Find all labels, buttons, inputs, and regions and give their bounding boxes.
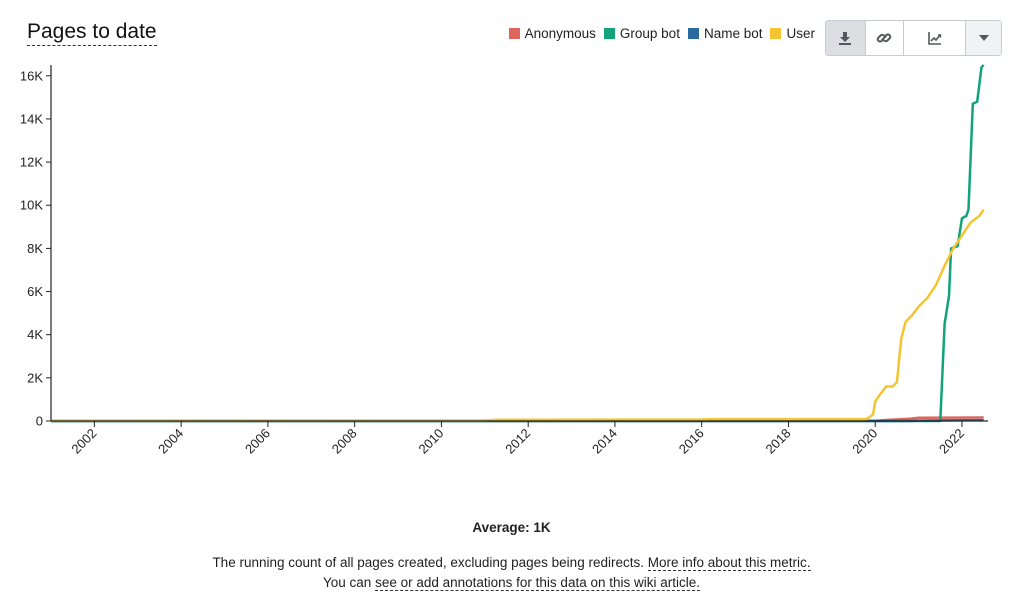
- download-button[interactable]: [826, 21, 866, 55]
- chevron-down-icon: [978, 35, 989, 41]
- legend-label-name-bot: Name bot: [703, 26, 763, 41]
- download-icon: [839, 32, 852, 45]
- series-layer: [50, 64, 985, 423]
- legend-swatch-name-bot: [687, 28, 699, 39]
- legend-label-user: User: [786, 26, 815, 41]
- x-tick-label: 2004: [155, 426, 186, 457]
- y-tick-label: 12K: [20, 155, 43, 170]
- average-value: Average: 1K: [472, 520, 551, 535]
- chart-type-button[interactable]: [904, 21, 967, 55]
- legend-item-anonymous[interactable]: Anonymous: [508, 26, 596, 41]
- legend-item-name-bot[interactable]: Name bot: [687, 26, 763, 41]
- x-tick-label: 2018: [763, 426, 794, 457]
- legend-item-user[interactable]: User: [770, 26, 815, 41]
- legend-item-group-bot[interactable]: Group bot: [603, 26, 680, 41]
- x-tick-label: 2008: [329, 426, 360, 457]
- y-tick-label: 16K: [20, 68, 43, 83]
- series-line-group-bot: [51, 64, 985, 423]
- chart-legend: Anonymous Group bot Name bot User: [508, 26, 815, 41]
- legend-label-group-bot: Group bot: [619, 26, 680, 41]
- x-tick-label: 2006: [242, 426, 273, 457]
- legend-label-anonymous: Anonymous: [524, 26, 596, 41]
- y-tick-label: 6K: [27, 284, 43, 299]
- link-icon: [877, 33, 892, 43]
- y-tick-label: 0: [36, 414, 43, 429]
- legend-swatch-user: [770, 28, 782, 39]
- annotations-link[interactable]: see or add annotations for this data on …: [375, 575, 700, 591]
- copy-link-button[interactable]: [866, 21, 905, 55]
- x-tick-label: 2016: [676, 426, 707, 457]
- line-chart: 0 2K 4K 6K 8K 10K 12K 14K 16K 2002 2004 2006 2008 201…: [20, 64, 988, 457]
- description-text: The running count of all pages created, …: [212, 555, 644, 570]
- y-tick-label: 14K: [20, 111, 43, 126]
- y-tick-label: 2K: [27, 370, 43, 385]
- x-tick-label: 2012: [502, 426, 533, 457]
- chart-toolbar: [825, 20, 1002, 56]
- x-tick-label: 2010: [415, 426, 446, 457]
- x-tick-label: 2014: [589, 426, 620, 457]
- more-info-link[interactable]: More info about this metric.: [647, 555, 811, 571]
- chart-title[interactable]: Pages to date: [27, 20, 157, 46]
- axis-layer: 0 2K 4K 6K 8K 10K 12K 14K 16K 2002 2004 2006 2008 201…: [20, 65, 988, 457]
- x-tick-label: 2022: [936, 426, 967, 457]
- line-chart-icon: [927, 32, 941, 45]
- legend-swatch-group-bot: [603, 28, 615, 39]
- series-line-user: [50, 208, 985, 422]
- legend-swatch-anonymous: [508, 28, 520, 39]
- annotations-prefix: You can: [322, 575, 372, 590]
- y-tick-label: 4K: [27, 327, 43, 342]
- x-tick-label: 2020: [849, 426, 880, 457]
- x-tick-label: 2002: [68, 426, 99, 457]
- y-tick-label: 10K: [20, 198, 43, 213]
- chart-options-dropdown[interactable]: [966, 21, 1001, 55]
- metric-description: The running count of all pages created, …: [0, 553, 1023, 593]
- y-tick-label: 8K: [27, 241, 43, 256]
